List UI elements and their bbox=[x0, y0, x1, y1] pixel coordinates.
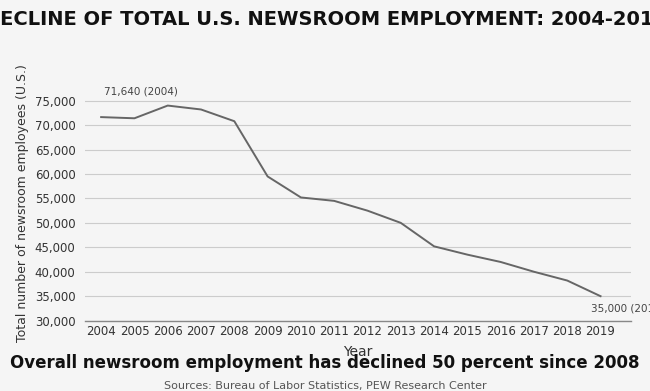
X-axis label: Year: Year bbox=[343, 345, 372, 359]
Text: 71,640 (2004): 71,640 (2004) bbox=[105, 87, 178, 97]
Text: 35,000 (2019): 35,000 (2019) bbox=[591, 303, 650, 314]
Text: DECLINE OF TOTAL U.S. NEWSROOM EMPLOYMENT: 2004-2019: DECLINE OF TOTAL U.S. NEWSROOM EMPLOYMEN… bbox=[0, 10, 650, 29]
Text: Overall newsroom employment has declined 50 percent since 2008: Overall newsroom employment has declined… bbox=[10, 354, 640, 372]
Y-axis label: Total number of newsroom employees (U.S.): Total number of newsroom employees (U.S.… bbox=[16, 65, 29, 342]
Text: Sources: Bureau of Labor Statistics, PEW Research Center: Sources: Bureau of Labor Statistics, PEW… bbox=[164, 381, 486, 391]
